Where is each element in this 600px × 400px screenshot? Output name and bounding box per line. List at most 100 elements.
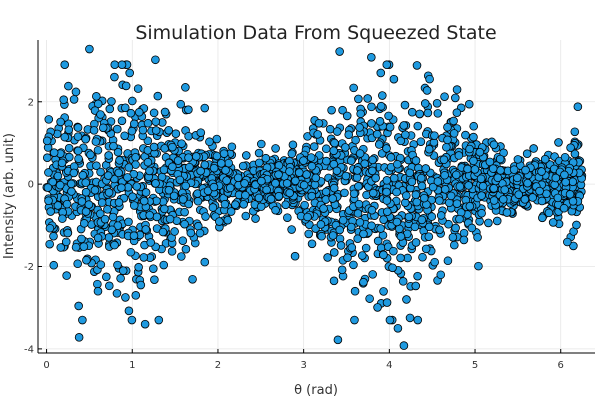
data-point	[124, 306, 134, 316]
data-point	[105, 281, 114, 291]
data-point	[159, 165, 169, 175]
data-point	[464, 99, 474, 109]
data-point	[451, 223, 460, 233]
data-point	[469, 132, 478, 142]
data-point	[127, 126, 137, 136]
data-point	[473, 233, 482, 242]
data-point	[375, 117, 385, 126]
data-point	[413, 271, 422, 281]
data-point	[55, 180, 65, 190]
data-point	[372, 129, 382, 139]
data-point	[382, 187, 391, 197]
data-point	[379, 287, 388, 296]
data-point	[566, 143, 575, 152]
data-point	[411, 238, 421, 247]
data-point	[341, 171, 351, 181]
data-point	[62, 199, 72, 209]
data-point	[97, 198, 107, 207]
data-point	[492, 216, 502, 226]
data-point	[344, 130, 354, 139]
y-tick-label: -2	[24, 262, 34, 273]
data-point	[73, 259, 82, 269]
data-point	[254, 148, 264, 158]
data-point	[98, 123, 108, 133]
data-point	[129, 231, 139, 240]
data-point	[514, 190, 523, 199]
data-point	[474, 261, 483, 271]
data-point	[356, 109, 365, 119]
data-point	[455, 182, 465, 191]
data-point	[449, 129, 459, 138]
data-point	[73, 123, 83, 132]
data-point	[355, 149, 365, 158]
data-point	[537, 167, 546, 176]
data-point	[332, 166, 342, 176]
data-point	[84, 200, 94, 209]
data-point	[53, 171, 63, 181]
x-tick-label: 2	[215, 360, 221, 371]
data-point	[410, 222, 420, 232]
data-point	[548, 218, 558, 227]
data-point	[178, 195, 188, 204]
data-point	[85, 44, 94, 54]
data-point	[113, 260, 122, 270]
data-point	[376, 224, 385, 233]
data-point	[254, 158, 264, 168]
data-point	[336, 241, 346, 250]
data-point	[96, 260, 106, 269]
data-point	[568, 177, 578, 187]
data-point	[400, 100, 410, 110]
data-point	[92, 92, 101, 101]
data-point	[201, 212, 210, 221]
data-point	[104, 188, 114, 197]
data-point	[353, 166, 362, 175]
data-point	[127, 315, 137, 325]
data-point	[209, 182, 219, 192]
data-point	[389, 246, 398, 256]
data-point	[131, 153, 140, 162]
data-point	[116, 274, 125, 283]
data-point	[367, 221, 376, 231]
x-tick-label: 1	[129, 360, 135, 371]
data-point	[323, 253, 332, 262]
data-point	[382, 298, 392, 307]
data-point	[442, 142, 451, 152]
data-point	[159, 260, 169, 270]
data-point	[353, 234, 362, 243]
data-point	[112, 124, 122, 134]
data-point	[81, 134, 90, 144]
data-point	[126, 108, 136, 118]
data-point	[476, 174, 486, 184]
data-point	[271, 144, 280, 153]
x-tick-label: 4	[386, 360, 392, 371]
data-point	[333, 335, 343, 345]
data-point	[415, 109, 424, 119]
y-axis-label: Intensity (arb. unit)	[2, 133, 17, 259]
data-point	[225, 183, 235, 193]
data-point	[78, 170, 88, 180]
data-point	[535, 186, 544, 196]
data-point	[427, 212, 437, 221]
data-point	[327, 105, 336, 115]
data-point	[451, 170, 461, 180]
data-point	[565, 190, 575, 199]
data-point	[416, 137, 426, 146]
y-tick-labels: -4 -2 0 2	[24, 97, 34, 355]
data-point	[349, 189, 359, 199]
data-point	[538, 213, 547, 223]
data-point	[452, 85, 462, 94]
data-point	[405, 168, 415, 178]
data-point	[59, 95, 69, 105]
data-point	[89, 126, 99, 135]
y-tick-label: -4	[24, 344, 34, 355]
data-point	[328, 231, 338, 240]
data-point	[77, 234, 86, 244]
data-point	[378, 91, 387, 100]
data-point	[58, 214, 67, 223]
x-tick-label: 3	[300, 360, 306, 371]
data-point	[425, 222, 434, 232]
data-point	[322, 156, 331, 166]
data-point	[421, 164, 431, 173]
data-point	[103, 205, 112, 214]
data-point	[103, 171, 113, 180]
